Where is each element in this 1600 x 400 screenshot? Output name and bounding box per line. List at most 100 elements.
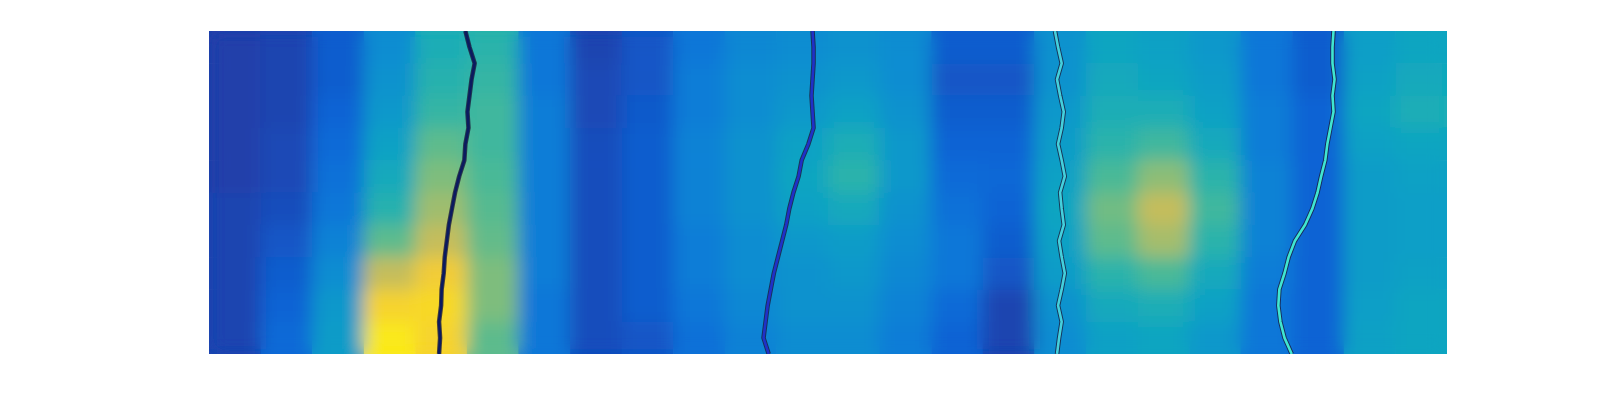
heatmap-cell xyxy=(1395,322,1447,354)
heatmap-cell xyxy=(261,128,313,161)
heatmap-cell xyxy=(467,322,519,354)
heatmap-cell xyxy=(261,96,313,129)
heatmap-cell xyxy=(880,193,932,226)
heatmap-cell xyxy=(673,63,725,96)
heatmap-cell xyxy=(725,31,777,64)
heatmap-cell xyxy=(725,257,777,290)
line xyxy=(439,31,475,354)
heatmap-cell xyxy=(931,193,983,226)
heatmap-cell xyxy=(1241,193,1293,226)
heatmap-cell xyxy=(880,128,932,161)
heatmap-cell xyxy=(1241,63,1293,96)
heatmap-cell xyxy=(1395,128,1447,161)
heatmap-cell xyxy=(622,289,674,322)
line xyxy=(1278,31,1334,354)
heatmap-cell xyxy=(776,31,828,64)
heatmap-cell xyxy=(1086,160,1138,193)
heatmap-cell xyxy=(1395,160,1447,193)
heatmap-cell xyxy=(776,322,828,354)
heatmap-cell xyxy=(673,128,725,161)
heatmap-cell xyxy=(364,96,416,129)
heatmap-cell xyxy=(931,63,983,96)
heatmap-cell xyxy=(931,289,983,322)
heatmap-cell xyxy=(880,160,932,193)
heatmap-cell xyxy=(312,289,364,322)
heatmap-cell xyxy=(931,31,983,64)
heatmap-cell xyxy=(880,289,932,322)
heatmap-cell xyxy=(415,128,467,161)
heatmap-cell xyxy=(261,63,313,96)
heatmap-cell xyxy=(1138,96,1190,129)
heatmap-cell xyxy=(983,96,1035,129)
heatmap-cell xyxy=(673,225,725,258)
heatmap-cell xyxy=(622,257,674,290)
heatmap-cell xyxy=(828,225,880,258)
heatmap-cell xyxy=(570,225,622,258)
heatmap-cell xyxy=(880,322,932,354)
heatmap-cell xyxy=(570,160,622,193)
heatmap-cell xyxy=(312,225,364,258)
heatmap-cell xyxy=(209,257,261,290)
heatmap-cell xyxy=(415,63,467,96)
heatmap-cell xyxy=(983,193,1035,226)
heatmap-cell xyxy=(209,225,261,258)
heatmap-cell xyxy=(570,193,622,226)
heatmap-cell xyxy=(1189,160,1241,193)
heatmap-cell xyxy=(1292,128,1344,161)
heatmap-cell xyxy=(570,128,622,161)
heatmap-cell xyxy=(1086,128,1138,161)
heatmap-cell xyxy=(209,322,261,354)
heatmap-cell xyxy=(1189,289,1241,322)
heatmap-cell xyxy=(519,128,571,161)
heatmap-cell xyxy=(1344,31,1396,64)
heatmap-cell xyxy=(776,193,828,226)
heatmap-cell xyxy=(1189,322,1241,354)
heatmap-cell xyxy=(776,257,828,290)
heatmap-cell xyxy=(880,63,932,96)
heatmap-cell xyxy=(467,96,519,129)
heatmap-cell xyxy=(983,128,1035,161)
heatmap-cell xyxy=(519,257,571,290)
heatmap-cell xyxy=(1344,193,1396,226)
heatmap-cell xyxy=(415,225,467,258)
plot-area xyxy=(209,31,1447,354)
heatmap-cell xyxy=(1395,225,1447,258)
heatmap-cell xyxy=(364,63,416,96)
heatmap-cell xyxy=(725,193,777,226)
heatmap-cell xyxy=(828,160,880,193)
heatmap-cell xyxy=(570,96,622,129)
heatmap-cell xyxy=(209,31,261,64)
heatmap-cell xyxy=(312,128,364,161)
heatmap-cell xyxy=(828,322,880,354)
heatmap-cell xyxy=(1086,289,1138,322)
heatmap-cell xyxy=(467,289,519,322)
heatmap-cell xyxy=(364,289,416,322)
heatmap-cell xyxy=(725,128,777,161)
heatmap-cell xyxy=(983,160,1035,193)
heatmap-cell xyxy=(673,96,725,129)
heatmap-cell xyxy=(1344,128,1396,161)
heatmap-cell xyxy=(1189,96,1241,129)
heatmap-cell xyxy=(261,322,313,354)
heatmap-cell xyxy=(880,31,932,64)
heatmap-cell xyxy=(415,31,467,64)
line-outline xyxy=(1278,31,1334,354)
heatmap-cell xyxy=(622,193,674,226)
heatmap-cell xyxy=(209,96,261,129)
heatmap-cell xyxy=(983,289,1035,322)
line-outline xyxy=(439,31,475,354)
heatmap-cell xyxy=(467,225,519,258)
heatmap-cell xyxy=(1344,289,1396,322)
heatmap-cell xyxy=(1086,225,1138,258)
heatmap-cell xyxy=(622,225,674,258)
lines xyxy=(439,31,1334,354)
heatmap-cell xyxy=(467,193,519,226)
heatmap-cell xyxy=(1292,257,1344,290)
heatmap-cell xyxy=(931,322,983,354)
heatmap-cell xyxy=(519,225,571,258)
heatmap-cell xyxy=(880,96,932,129)
heatmap-cell xyxy=(519,289,571,322)
heatmap-cell xyxy=(1292,96,1344,129)
heatmap-cell xyxy=(1395,257,1447,290)
heatmap-cell xyxy=(1241,289,1293,322)
